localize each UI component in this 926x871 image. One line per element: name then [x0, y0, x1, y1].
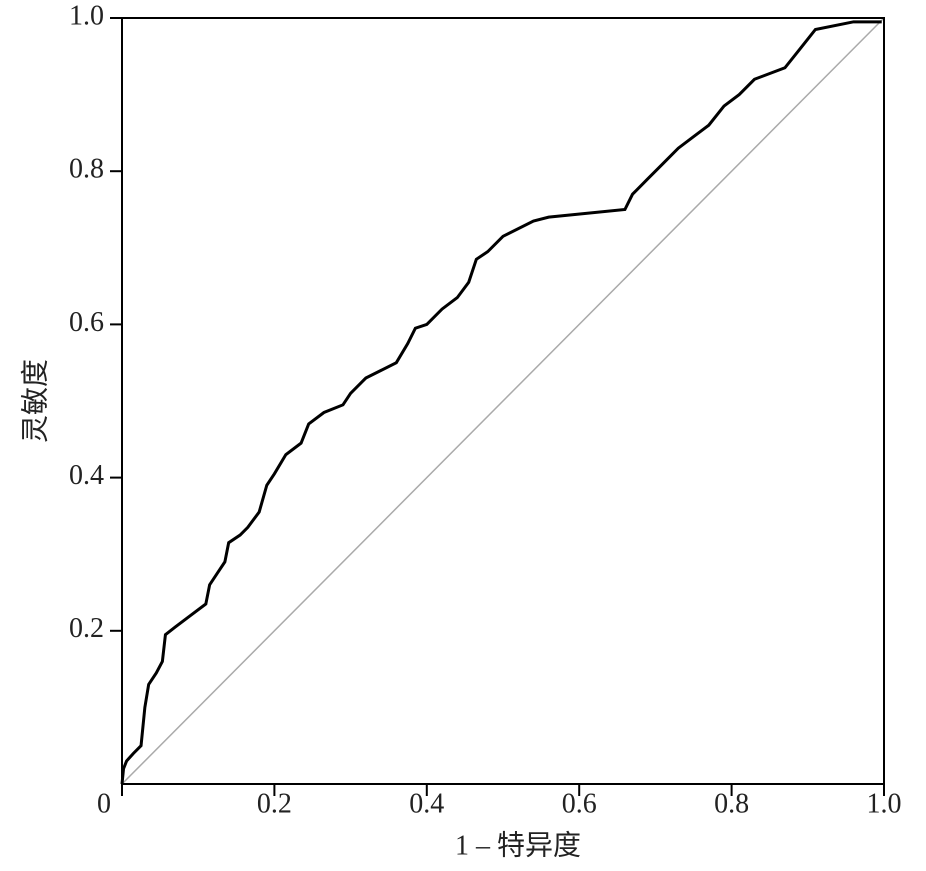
x-tick-label: 0.2	[257, 788, 292, 819]
y-tick-label: 0.6	[69, 307, 104, 338]
x-tick-label: 0.8	[714, 788, 749, 819]
x-tick-label: 0.4	[409, 788, 444, 819]
y-tick-label: 0.8	[69, 154, 104, 185]
reference-line	[121, 17, 885, 785]
x-axis-label: 1 – 特异度	[455, 829, 581, 861]
y-axis-label: 灵敏度	[19, 359, 51, 443]
y-tick-label: 0.2	[69, 613, 104, 644]
y-tick-label: 0.4	[69, 460, 104, 491]
x-tick-label: 0	[97, 788, 111, 819]
roc-curve	[120, 20, 882, 785]
plot-frame	[121, 17, 885, 785]
x-tick-label: 0.6	[562, 788, 597, 819]
y-tick-label: 1.0	[69, 0, 104, 31]
x-tick-label: 1.0	[867, 788, 902, 819]
